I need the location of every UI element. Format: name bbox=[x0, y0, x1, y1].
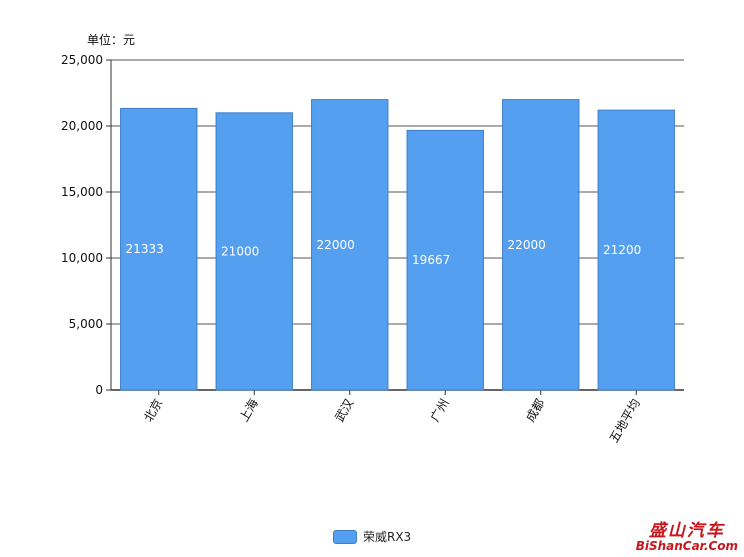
watermark-text-en: BiShanCar.Com bbox=[635, 539, 738, 554]
axes bbox=[106, 59, 684, 395]
legend-swatch bbox=[333, 529, 357, 544]
bar[interactable] bbox=[597, 109, 675, 391]
data-label: 21200 bbox=[603, 243, 641, 257]
data-label: 21333 bbox=[126, 242, 164, 256]
data-label: 19667 bbox=[412, 253, 450, 267]
y-tick-label: 5,000 bbox=[69, 317, 103, 331]
data-labels: 21333 21000 22000 19667 22000 21200 bbox=[126, 238, 642, 267]
data-label: 21000 bbox=[221, 244, 259, 258]
bar[interactable] bbox=[120, 107, 198, 391]
bars bbox=[120, 99, 675, 391]
watermark-text-cn: 盛山汽车 bbox=[648, 520, 725, 541]
x-tick-label: 武汉 bbox=[332, 397, 356, 425]
watermark-logo: 盛山汽车 BiShanCar.Com bbox=[635, 520, 738, 554]
y-tick-label: 10,000 bbox=[61, 251, 103, 265]
y-tick-label: 15,000 bbox=[61, 185, 103, 199]
bar[interactable] bbox=[502, 99, 580, 391]
gridlines bbox=[111, 59, 684, 325]
x-tick-label: 五地平均 bbox=[607, 397, 643, 446]
bar[interactable] bbox=[215, 112, 293, 391]
data-label: 22000 bbox=[508, 238, 546, 252]
y-tick-label: 25,000 bbox=[61, 53, 103, 67]
y-tick-label: 20,000 bbox=[61, 119, 103, 133]
bar[interactable] bbox=[406, 129, 484, 391]
x-tick-label: 北京 bbox=[141, 397, 165, 425]
bar[interactable] bbox=[311, 99, 389, 391]
legend-label: 荣威RX3 bbox=[363, 530, 412, 544]
x-tick-label: 上海 bbox=[236, 396, 261, 424]
x-tick-label: 成都 bbox=[523, 397, 547, 425]
y-tick-label: 0 bbox=[95, 383, 103, 397]
legend[interactable]: 荣威RX3 bbox=[333, 528, 411, 545]
data-label: 22000 bbox=[317, 238, 355, 252]
x-tick-label: 广州 bbox=[428, 397, 452, 425]
unit-label: 单位：元 bbox=[87, 33, 136, 47]
